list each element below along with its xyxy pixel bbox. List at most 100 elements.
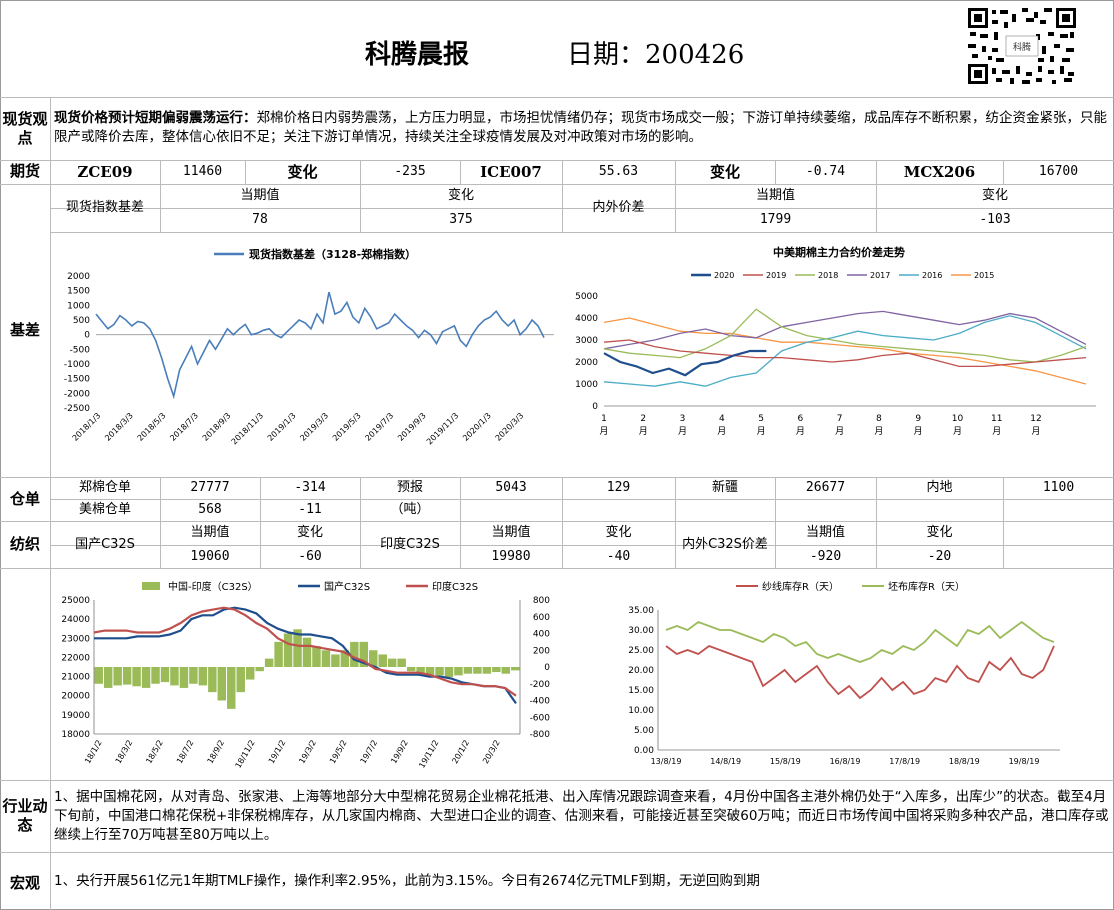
y-tick-label: -2000	[64, 389, 90, 399]
spread-bar	[264, 658, 274, 667]
series-line-2019	[603, 339, 1087, 368]
y-tick-label: -500	[70, 345, 91, 355]
basis-label: 基差	[9, 321, 40, 339]
x-tick-label: 月	[757, 426, 766, 437]
spread-bar	[444, 667, 454, 678]
wh-inland-value: 1100	[1042, 480, 1075, 495]
x-tick-label: 月	[678, 426, 687, 437]
x-tick-label: 19/3/2	[297, 739, 318, 766]
macro-label: 宏观	[9, 874, 40, 892]
spread-bar	[198, 667, 208, 686]
series-line-印度C32S	[93, 606, 517, 697]
x-tick-label: 7	[837, 414, 843, 424]
futures-ice-value: 55.63	[598, 164, 639, 179]
basis-chg-label: 变化	[447, 188, 474, 203]
spread-bar	[283, 633, 293, 667]
series-line-2017	[603, 310, 1087, 350]
y2-tick-label: -400	[530, 697, 551, 707]
x-tick-label: 18/3/2	[114, 739, 135, 766]
textile-domestic-chg: -60	[298, 549, 322, 564]
y-tick-label: 18000	[61, 730, 90, 740]
series-line-坯布库存R（天）	[665, 620, 1055, 663]
spread-bar	[321, 650, 331, 667]
spread-bar	[113, 667, 122, 686]
y2-tick-label: 800	[533, 596, 550, 606]
spread-bar	[122, 667, 132, 685]
legend-label: 2017	[870, 271, 890, 280]
spread-bar	[350, 641, 359, 667]
x-tick-label: 19/11/2	[417, 739, 440, 770]
x-tick-label: 5	[758, 414, 764, 424]
x-tick-label: 15/8/19	[770, 757, 801, 766]
x-tick-label: 2019/5/3	[331, 411, 363, 443]
y-tick-label: 10.00	[628, 706, 654, 716]
spread-bar	[331, 654, 340, 667]
y-tick-label: 0	[592, 402, 598, 412]
warehouse-label: 仓单	[9, 490, 40, 508]
x-tick-label: 10	[952, 414, 964, 424]
futures-ice-code: ICE007	[480, 163, 542, 181]
y-tick-label: 35.00	[628, 606, 654, 616]
x-tick-label: 2019/3/3	[298, 411, 330, 443]
x-tick-label: 18/1/2	[83, 739, 104, 766]
x-tick-label: 19/9/2	[389, 739, 410, 766]
y-tick-label: 22000	[61, 653, 90, 663]
spread-bar	[274, 641, 283, 667]
x-tick-label: 月	[717, 426, 726, 437]
x-tick-label: 月	[992, 426, 1001, 437]
x-tick-label: 18/9/2	[206, 739, 227, 766]
futures-label: 期货	[9, 162, 40, 180]
x-tick-label: 6	[797, 414, 803, 424]
futures-ice-change: -0.74	[805, 164, 846, 179]
x-tick-label: 8	[876, 414, 882, 424]
y-tick-label: 24000	[61, 615, 90, 625]
textile-domestic-cur-label: 当期值	[190, 525, 230, 540]
y-tick-label: 20.00	[628, 666, 654, 676]
spread-bar	[492, 667, 501, 673]
macro-text: 1、央行开展561亿元1年期TMLF操作，操作利率2.95%，此前为3.15%。…	[54, 873, 760, 889]
spread-bar	[217, 667, 227, 701]
x-tick-label: 20/1/2	[450, 739, 471, 766]
spread-bar	[378, 654, 387, 667]
x-tick-label: 2018/5/3	[136, 411, 168, 443]
y-tick-label: -2500	[64, 404, 90, 414]
y-tick-label: 23000	[61, 634, 90, 644]
report-title: 科腾晨报	[365, 40, 470, 70]
spread-bar	[416, 667, 425, 674]
spot-view-text: 现货价格预计短期偏弱震荡运行：郑棉价格日内弱势震荡，上方压力明显，市场担忧情绪仍…	[54, 109, 1110, 147]
y-tick-label: 500	[73, 316, 90, 326]
x-tick-label: 17/8/19	[889, 757, 920, 766]
wh-xinjiang-value: 26677	[805, 480, 846, 495]
futures-zce-code: ZCE09	[77, 163, 133, 181]
y-tick-label: 4000	[575, 314, 598, 324]
y-tick-label: 1500	[67, 287, 90, 297]
x-tick-label: 2	[640, 414, 646, 424]
y-tick-label: 0	[84, 331, 90, 341]
textile-spread-chg-label: 变化	[926, 525, 953, 540]
spread-label: 内外价差	[592, 200, 645, 215]
y-tick-label: 20000	[61, 692, 90, 702]
y-tick-label: 3000	[575, 336, 598, 346]
textile-india-cur-label: 当期值	[491, 525, 531, 540]
x-tick-label: 月	[639, 426, 648, 437]
series-line-纱线库存R（天）	[665, 644, 1055, 700]
basis-cur-label: 当期值	[240, 188, 280, 203]
wh-forecast-label: 预报	[396, 480, 423, 495]
series-line-2015	[603, 317, 1087, 385]
basis-chg-value: 375	[449, 212, 473, 227]
x-tick-label: 18/5/2	[144, 739, 165, 766]
y-tick-label: 5.00	[634, 726, 654, 736]
wh-zce-value: 27777	[190, 480, 230, 495]
x-tick-label: 18/8/19	[949, 757, 980, 766]
spread-bar	[236, 667, 245, 693]
spread-bar	[151, 667, 160, 684]
y-tick-label: 30.00	[628, 626, 654, 636]
textile-spread-cur: -920	[809, 549, 842, 564]
textile-label: 纺织	[9, 535, 40, 553]
spread-bar	[160, 667, 170, 683]
wh-zce-label: 郑棉仓单	[78, 480, 131, 495]
wh-forecast-change: 129	[606, 480, 631, 495]
y2-tick-label: 400	[533, 630, 550, 640]
spread-cur-label: 当期值	[755, 188, 795, 203]
